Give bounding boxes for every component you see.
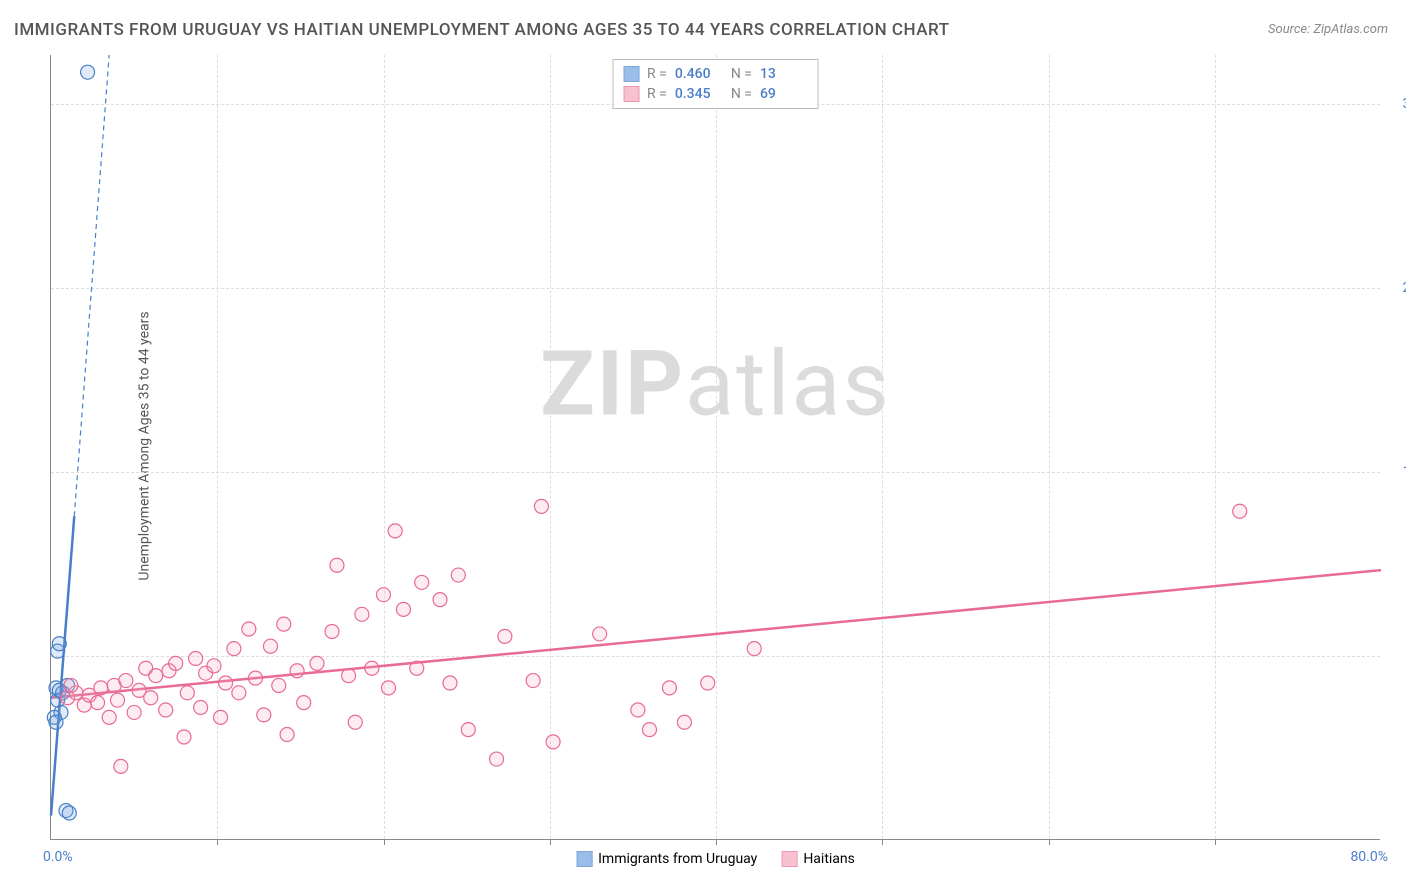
scatter-point <box>410 661 424 675</box>
scatter-point <box>207 659 221 673</box>
legend-item: Haitians <box>781 851 855 867</box>
scatter-point <box>526 674 540 688</box>
scatter-point <box>396 602 410 616</box>
legend-label: Haitians <box>803 851 855 867</box>
scatter-point <box>355 607 369 621</box>
scatter-point <box>177 730 191 744</box>
scatter-point <box>64 678 78 692</box>
y-tick-label: 15.0% <box>1385 464 1406 480</box>
x-axis-origin-label: 0.0% <box>43 849 73 865</box>
scatter-point <box>169 656 183 670</box>
scatter-point <box>290 664 304 678</box>
legend-item: Immigrants from Uruguay <box>576 851 757 867</box>
scatter-point <box>443 676 457 690</box>
trend-lines <box>51 55 1381 815</box>
scatter-point <box>451 568 465 582</box>
scatter-points <box>47 65 1246 820</box>
scatter-point <box>342 669 356 683</box>
source-attribution: Source: ZipAtlas.com <box>1268 22 1388 37</box>
scatter-point <box>365 661 379 675</box>
scatter-point <box>534 499 548 513</box>
correlation-legend: R = 0.460 N = 13 R = 0.345 N = 69 <box>612 59 819 109</box>
scatter-point <box>62 806 76 820</box>
legend-r-label: R = <box>647 86 667 102</box>
scatter-point <box>280 728 294 742</box>
legend-swatch <box>623 66 639 82</box>
legend-label: Immigrants from Uruguay <box>598 851 757 867</box>
scatter-point <box>415 575 429 589</box>
scatter-point <box>461 723 475 737</box>
source-label: Source: <box>1268 22 1310 37</box>
scatter-point <box>227 642 241 656</box>
legend-swatch <box>781 851 797 867</box>
scatter-point <box>194 701 208 715</box>
scatter-point <box>747 642 761 656</box>
scatter-point <box>325 624 339 638</box>
legend-n-label: N = <box>731 86 752 102</box>
scatter-point <box>180 686 194 700</box>
scatter-point <box>498 629 512 643</box>
scatter-point <box>677 715 691 729</box>
scatter-point <box>52 637 66 651</box>
legend-r-value: 0.345 <box>675 86 723 102</box>
scatter-point <box>433 593 447 607</box>
scatter-point <box>144 691 158 705</box>
scatter-point <box>388 524 402 538</box>
scatter-point <box>127 705 141 719</box>
scatter-point <box>662 681 676 695</box>
scatter-point <box>232 686 246 700</box>
legend-n-value: 13 <box>760 66 808 82</box>
series-legend: Immigrants from Uruguay Haitians <box>576 851 855 867</box>
scatter-point <box>91 696 105 710</box>
scatter-point <box>248 671 262 685</box>
scatter-point <box>263 639 277 653</box>
scatter-point <box>643 723 657 737</box>
scatter-point <box>214 710 228 724</box>
scatter-point <box>219 676 233 690</box>
scatter-point <box>49 715 63 729</box>
scatter-point <box>81 65 95 79</box>
scatter-point <box>257 708 271 722</box>
scatter-point <box>111 693 125 707</box>
legend-r-value: 0.460 <box>675 66 723 82</box>
scatter-point <box>149 669 163 683</box>
scatter-point <box>348 715 362 729</box>
scatter-point <box>102 710 116 724</box>
legend-swatch <box>576 851 592 867</box>
scatter-point <box>114 759 128 773</box>
scatter-point <box>701 676 715 690</box>
source-value: ZipAtlas.com <box>1313 22 1388 37</box>
scatter-point <box>377 588 391 602</box>
scatter-point <box>490 752 504 766</box>
legend-n-label: N = <box>731 66 752 82</box>
legend-row: R = 0.345 N = 69 <box>623 84 808 104</box>
scatter-point <box>159 703 173 717</box>
scatter-point <box>1233 504 1247 518</box>
scatter-point <box>297 696 311 710</box>
x-axis-max-label: 80.0% <box>1350 849 1388 865</box>
legend-swatch <box>623 86 639 102</box>
scatter-point <box>242 622 256 636</box>
scatter-point <box>381 681 395 695</box>
legend-row: R = 0.460 N = 13 <box>623 64 808 84</box>
plot-area: ZIPatlas 7.5%15.0%22.5%30.0% R = 0.460 N… <box>50 55 1380 840</box>
y-tick-label: 30.0% <box>1385 96 1406 112</box>
y-tick-label: 22.5% <box>1385 280 1406 296</box>
scatter-point <box>119 674 133 688</box>
y-tick-label: 7.5% <box>1385 648 1406 664</box>
scatter-point <box>277 617 291 631</box>
scatter-point <box>593 627 607 641</box>
scatter-point <box>310 656 324 670</box>
legend-n-value: 69 <box>760 86 808 102</box>
legend-r-label: R = <box>647 66 667 82</box>
chart-title: IMMIGRANTS FROM URUGUAY VS HAITIAN UNEMP… <box>14 20 949 40</box>
scatter-point <box>330 558 344 572</box>
scatter-svg <box>51 55 1380 839</box>
scatter-point <box>272 678 286 692</box>
scatter-point <box>631 703 645 717</box>
scatter-point <box>94 681 108 695</box>
scatter-point <box>546 735 560 749</box>
scatter-point <box>189 651 203 665</box>
